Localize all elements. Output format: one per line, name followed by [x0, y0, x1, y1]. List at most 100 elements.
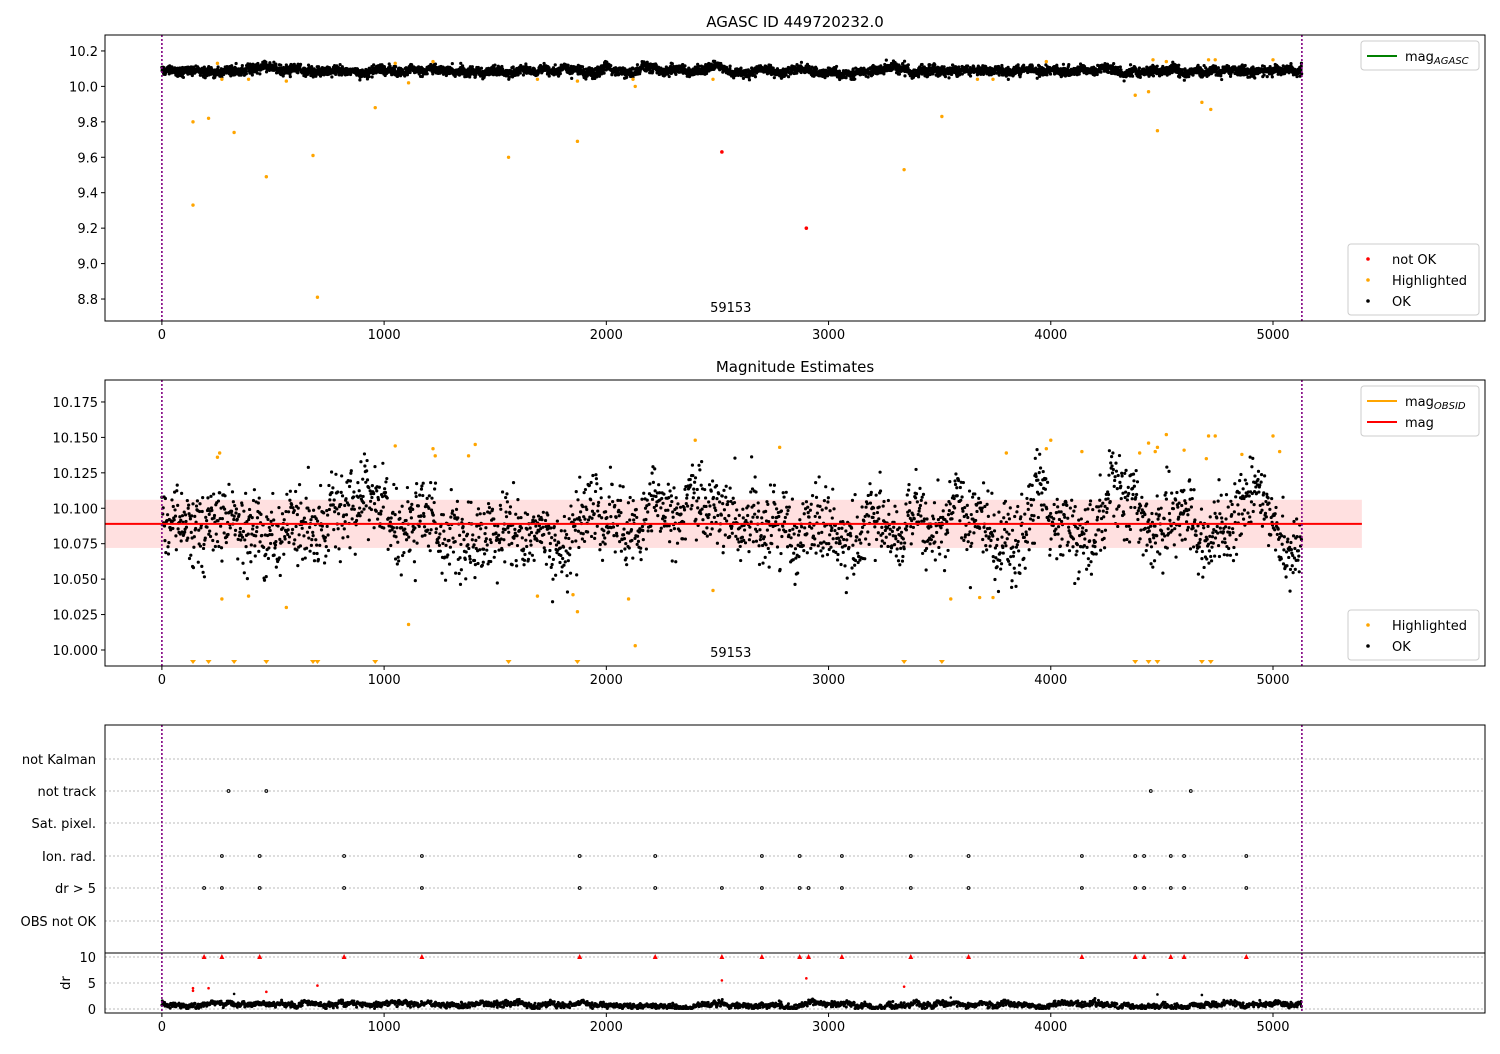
ok-point [340, 73, 344, 77]
ok-point [625, 75, 629, 79]
ok-point [1177, 63, 1181, 67]
ok-point [314, 74, 318, 78]
ok-point [799, 60, 804, 64]
ok-point [216, 65, 220, 69]
ok-point [1151, 74, 1156, 78]
ok-point [251, 62, 255, 66]
ok-point [511, 65, 515, 69]
ok-point [1220, 77, 1224, 82]
ok-point [296, 71, 300, 75]
ok-point [288, 72, 292, 76]
ok-point [558, 72, 562, 76]
ok-point [358, 78, 362, 82]
ok-point [683, 64, 687, 68]
ok-point [425, 72, 429, 76]
ok-point [1061, 62, 1066, 66]
ok-point [553, 63, 557, 67]
ok-point [1016, 63, 1020, 67]
ok-point [493, 63, 497, 67]
ok-point [728, 64, 732, 68]
ok-point [580, 65, 585, 69]
ok-point [279, 63, 283, 67]
ok-point [274, 62, 278, 66]
ok-point [1182, 78, 1186, 82]
ok-point [903, 74, 907, 78]
ok-point [292, 62, 296, 66]
ok-point [814, 67, 819, 71]
ok-point [316, 65, 321, 69]
ok-point [943, 75, 948, 79]
ok-point [264, 70, 269, 74]
ok-point [1138, 75, 1142, 79]
ok-point [180, 65, 185, 70]
ok-point [1243, 63, 1247, 68]
ok-point [906, 63, 910, 67]
ok-point [950, 72, 954, 76]
ok-point [394, 65, 398, 69]
ok-point [966, 64, 970, 68]
ok-point [274, 64, 278, 69]
ok-point [450, 61, 454, 66]
ok-point [403, 74, 407, 78]
ok-point [739, 66, 743, 70]
ok-point [338, 62, 342, 67]
ok-point [372, 63, 376, 67]
ok-point [570, 76, 574, 80]
ok-point [433, 62, 438, 66]
ok-point [1253, 76, 1257, 80]
ok-point [1030, 64, 1034, 68]
ok-point [234, 61, 238, 66]
ok-point [203, 76, 207, 80]
ok-point [176, 74, 180, 78]
ok-point [202, 65, 206, 69]
ok-point [1119, 68, 1123, 72]
ok-point [920, 62, 924, 67]
ok-point [256, 61, 260, 66]
ok-point [398, 74, 403, 78]
ok-point [786, 75, 791, 79]
ok-point [902, 59, 907, 63]
ok-point [334, 72, 338, 76]
ok-point [1128, 63, 1133, 67]
ok-point [190, 73, 194, 78]
ok-point [367, 75, 371, 79]
ok-point [244, 72, 248, 76]
ok-point [348, 72, 353, 77]
ok-point [288, 75, 292, 79]
ok-point [330, 75, 334, 79]
ok-point [1048, 72, 1053, 76]
ok-point [264, 60, 268, 64]
ok-point [250, 73, 254, 77]
ok-point [304, 74, 308, 79]
ok-point [1130, 74, 1135, 78]
ok-point [1178, 75, 1182, 79]
ok-point [306, 63, 311, 67]
ok-point [1265, 75, 1269, 79]
ok-point [772, 76, 776, 80]
ok-point [365, 77, 370, 81]
ok-point [602, 71, 606, 75]
ok-point [747, 78, 752, 82]
ok-point [651, 69, 655, 73]
ok-point [667, 74, 671, 79]
ok-point [609, 63, 613, 68]
ok-point [635, 63, 640, 67]
ok-point [1045, 73, 1049, 77]
ok-point [928, 63, 932, 67]
ok-point [255, 71, 259, 75]
ok-point [281, 74, 285, 78]
ok-point [674, 72, 678, 77]
ok-point [272, 60, 276, 64]
ok-point [741, 76, 746, 80]
ok-point [240, 64, 244, 68]
ok-point [1137, 66, 1142, 70]
ok-point [410, 63, 414, 67]
ok-point [566, 63, 570, 67]
ok-point [298, 62, 303, 66]
ok-point [1112, 61, 1116, 66]
ok-point [1122, 79, 1126, 83]
ok-point [370, 75, 374, 79]
ok-point [1099, 70, 1103, 74]
ok-point [897, 72, 902, 76]
